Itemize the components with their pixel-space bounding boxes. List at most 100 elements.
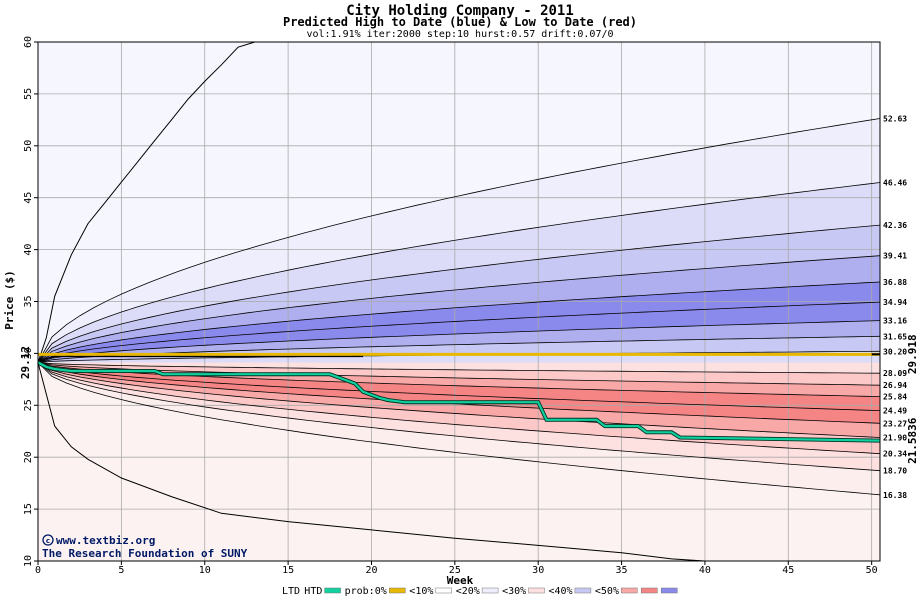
boundary-line-12	[37, 362, 881, 411]
x-tick-label-50: 50	[866, 565, 878, 576]
band-lower-8	[38, 362, 880, 495]
y-tick-label-15: 15	[23, 503, 34, 515]
boundary-line-5	[37, 301, 881, 363]
right-label-13: 23.27	[883, 419, 907, 428]
band-lower-1	[38, 362, 880, 386]
y-tick-label-40: 40	[23, 244, 34, 256]
htd-end-label: 29.918	[906, 334, 919, 374]
right-label-3: 39.41	[883, 252, 907, 261]
right-label-9: 28.09	[883, 369, 907, 378]
band-upper-6	[38, 320, 880, 363]
y-tick-label-20: 20	[23, 451, 34, 463]
outer-lower-envelope	[37, 362, 705, 562]
band-lower-0	[38, 362, 880, 374]
legend-swatch-5	[528, 587, 545, 594]
right-band-labels: 52.63 46.46 42.36 39.41 36.88 34.94 33.16 31.65…	[883, 115, 907, 500]
x-tick-label-30: 30	[532, 565, 544, 576]
x-tick-label-15: 15	[282, 565, 294, 576]
x-tick-label-40: 40	[699, 565, 711, 576]
legend-swatch-8	[641, 587, 658, 594]
chart-params: vol:1.91% iter:2000 step:10 hurst:0.57 d…	[306, 29, 613, 40]
band-upper-2	[38, 225, 880, 363]
right-label-15: 20.34	[883, 450, 907, 459]
boundary-line-1	[37, 182, 881, 363]
legend-swatch-3	[435, 587, 452, 594]
y-tick-label-55: 55	[23, 88, 34, 100]
x-tick-label-0: 0	[35, 565, 41, 576]
x-tick-label-25: 25	[449, 565, 461, 576]
right-label-8: 30.20	[883, 347, 907, 356]
legend-label-4: <20%	[456, 586, 480, 597]
right-label-2: 42.36	[883, 221, 907, 230]
boundary-line-7	[37, 335, 881, 363]
boundary-line-3	[37, 255, 881, 363]
boundary-line-9	[37, 362, 881, 374]
x-tick-label-35: 35	[616, 565, 628, 576]
legend-swatch-1	[324, 587, 341, 594]
boundary-line-16	[37, 362, 881, 472]
credit-url[interactable]: www.textbiz.org	[56, 534, 155, 547]
y-axis-label: Price ($)	[3, 270, 16, 330]
right-label-7: 31.65	[883, 332, 907, 341]
x-axis-ticks: 0 5 10 15 20 25 30 35 40 45 50	[35, 561, 878, 576]
legend-label-1: HTD	[304, 586, 322, 597]
series-lines	[37, 352, 881, 443]
band-upper-1	[38, 182, 880, 363]
x-tick-label-10: 10	[199, 565, 211, 576]
right-label-16: 18.70	[883, 467, 907, 476]
copyright-icon-glyph: c	[46, 537, 50, 545]
copyright-icon	[42, 534, 54, 546]
legend: LTD HTD prob:0% <10% <20% <30% <40% <50%	[282, 586, 678, 597]
y-tick-label-50: 50	[23, 140, 34, 152]
band-boundary-lines	[37, 41, 881, 562]
boundary-line-6	[37, 320, 881, 363]
legend-swatch-9	[661, 587, 678, 594]
legend-label-0: LTD	[282, 586, 300, 597]
ltd-line	[37, 361, 881, 442]
legend-swatch-2	[389, 587, 406, 594]
band-upper-3	[38, 255, 880, 363]
x-axis-label: Week	[447, 574, 474, 587]
chart-title: City Holding Company - 2011	[346, 3, 574, 19]
x-tick-label-45: 45	[782, 565, 794, 576]
right-label-12: 24.49	[883, 407, 907, 416]
right-label-4: 36.88	[883, 278, 907, 287]
y-tick-label-25: 25	[23, 399, 34, 411]
htd-line	[37, 355, 364, 364]
legend-label-5: <30%	[502, 586, 526, 597]
right-label-5: 34.94	[883, 298, 907, 307]
chart-subtitle: Predicted High to Date (blue) & Low to D…	[283, 15, 637, 29]
boundary-line-0	[37, 118, 881, 363]
band-lower-2	[38, 362, 880, 397]
boundary-line-2	[37, 224, 881, 363]
boundary-line-14	[37, 362, 881, 438]
right-label-11: 25.84	[883, 393, 907, 402]
band-upper-5	[38, 302, 880, 363]
right-label-6: 33.16	[883, 317, 907, 326]
y-tick-label-30: 30	[23, 347, 34, 359]
band-lower-outer	[38, 362, 880, 561]
band-upper-4	[38, 282, 880, 363]
band-lower-3	[38, 362, 880, 411]
band-upper-0	[38, 118, 880, 363]
credit-organization: The Research Foundation of SUNY	[42, 547, 248, 560]
x-tick-label-5: 5	[118, 565, 124, 576]
right-label-0: 52.63	[883, 115, 907, 124]
x-tick-label-20: 20	[365, 565, 377, 576]
right-label-1: 46.46	[883, 179, 907, 188]
right-label-17: 16.38	[883, 491, 907, 500]
legend-swatch-4	[481, 587, 499, 594]
credit-block: c www.textbiz.org The Research Foundatio…	[42, 534, 248, 560]
y-axis-ticks: 10 15 20 25 30 35 40 45 50 55 60	[23, 36, 38, 567]
legend-swatch-7	[621, 587, 638, 594]
band-lower-4	[38, 362, 880, 424]
legend-label-2: prob:0%	[345, 586, 387, 597]
band-upper-outer	[38, 42, 880, 363]
legend-label-6: <40%	[549, 586, 573, 597]
boundary-line-4	[37, 281, 881, 363]
y-tick-label-45: 45	[23, 192, 34, 204]
band-lower-5	[38, 362, 880, 438]
right-label-10: 26.94	[883, 381, 907, 390]
y-tick-label-10: 10	[23, 555, 34, 567]
